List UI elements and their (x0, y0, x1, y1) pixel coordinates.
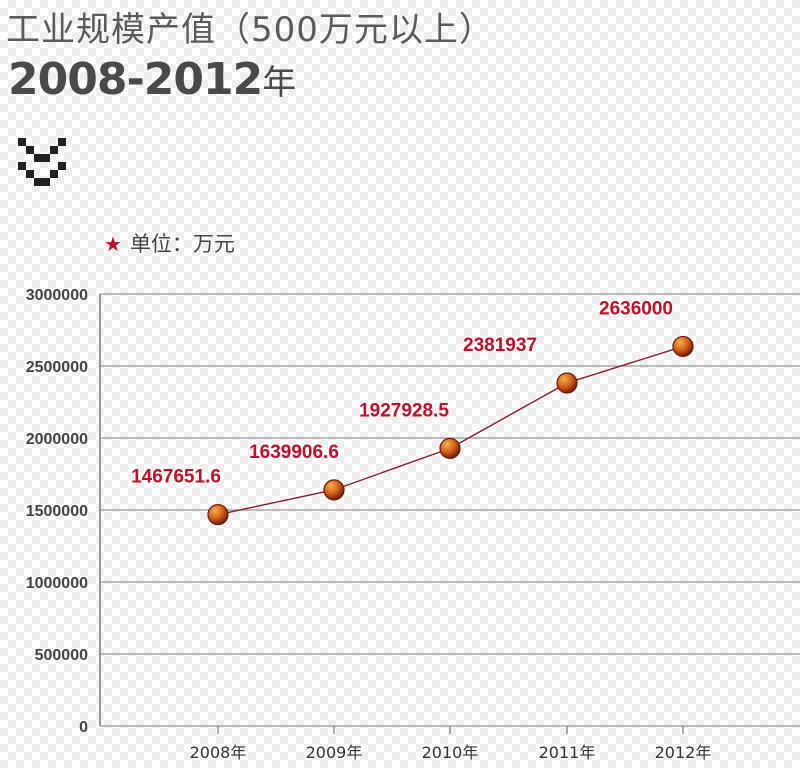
y-tick-label: 1500000 (26, 503, 88, 520)
data-point (439, 437, 461, 459)
x-tick-label: 2008年 (190, 743, 247, 762)
chart-title: 工业规模产值（500万元以上） (6, 10, 494, 50)
series-line (217, 345, 684, 516)
y-tick-label: 1000000 (26, 575, 88, 592)
chevron-down-icon (18, 138, 66, 186)
data-label: 1927928.5 (359, 400, 449, 421)
unit-label: 单位：万元 (129, 232, 235, 256)
x-tick-label: 2011年 (539, 743, 596, 762)
data-label: 1639906.6 (249, 442, 339, 463)
star-icon: ★ (104, 232, 122, 256)
data-label: 2636000 (599, 298, 673, 319)
data-point (672, 335, 694, 358)
y-tick-label: 2500000 (26, 359, 88, 376)
x-tick-label: 2009年 (306, 743, 363, 762)
y-tick-label: 2000000 (26, 431, 88, 448)
y-tick-label: 0 (79, 719, 88, 736)
chart-subtitle: 2008-2012年 (8, 54, 296, 105)
unit-legend: ★ 单位：万元 (104, 228, 235, 258)
data-point (556, 372, 578, 394)
data-point (207, 504, 229, 526)
x-tick-label: 2010年 (422, 743, 479, 762)
data-point (323, 479, 345, 501)
data-label: 1467651.6 (131, 467, 221, 488)
year-suffix: 年 (262, 63, 297, 103)
x-tick-label: 2012年 (655, 743, 712, 762)
data-label: 2381937 (463, 335, 537, 356)
y-tick-label: 3000000 (26, 287, 88, 304)
year-range: 2008-2012 (8, 54, 263, 105)
y-tick-label: 500000 (35, 647, 88, 664)
